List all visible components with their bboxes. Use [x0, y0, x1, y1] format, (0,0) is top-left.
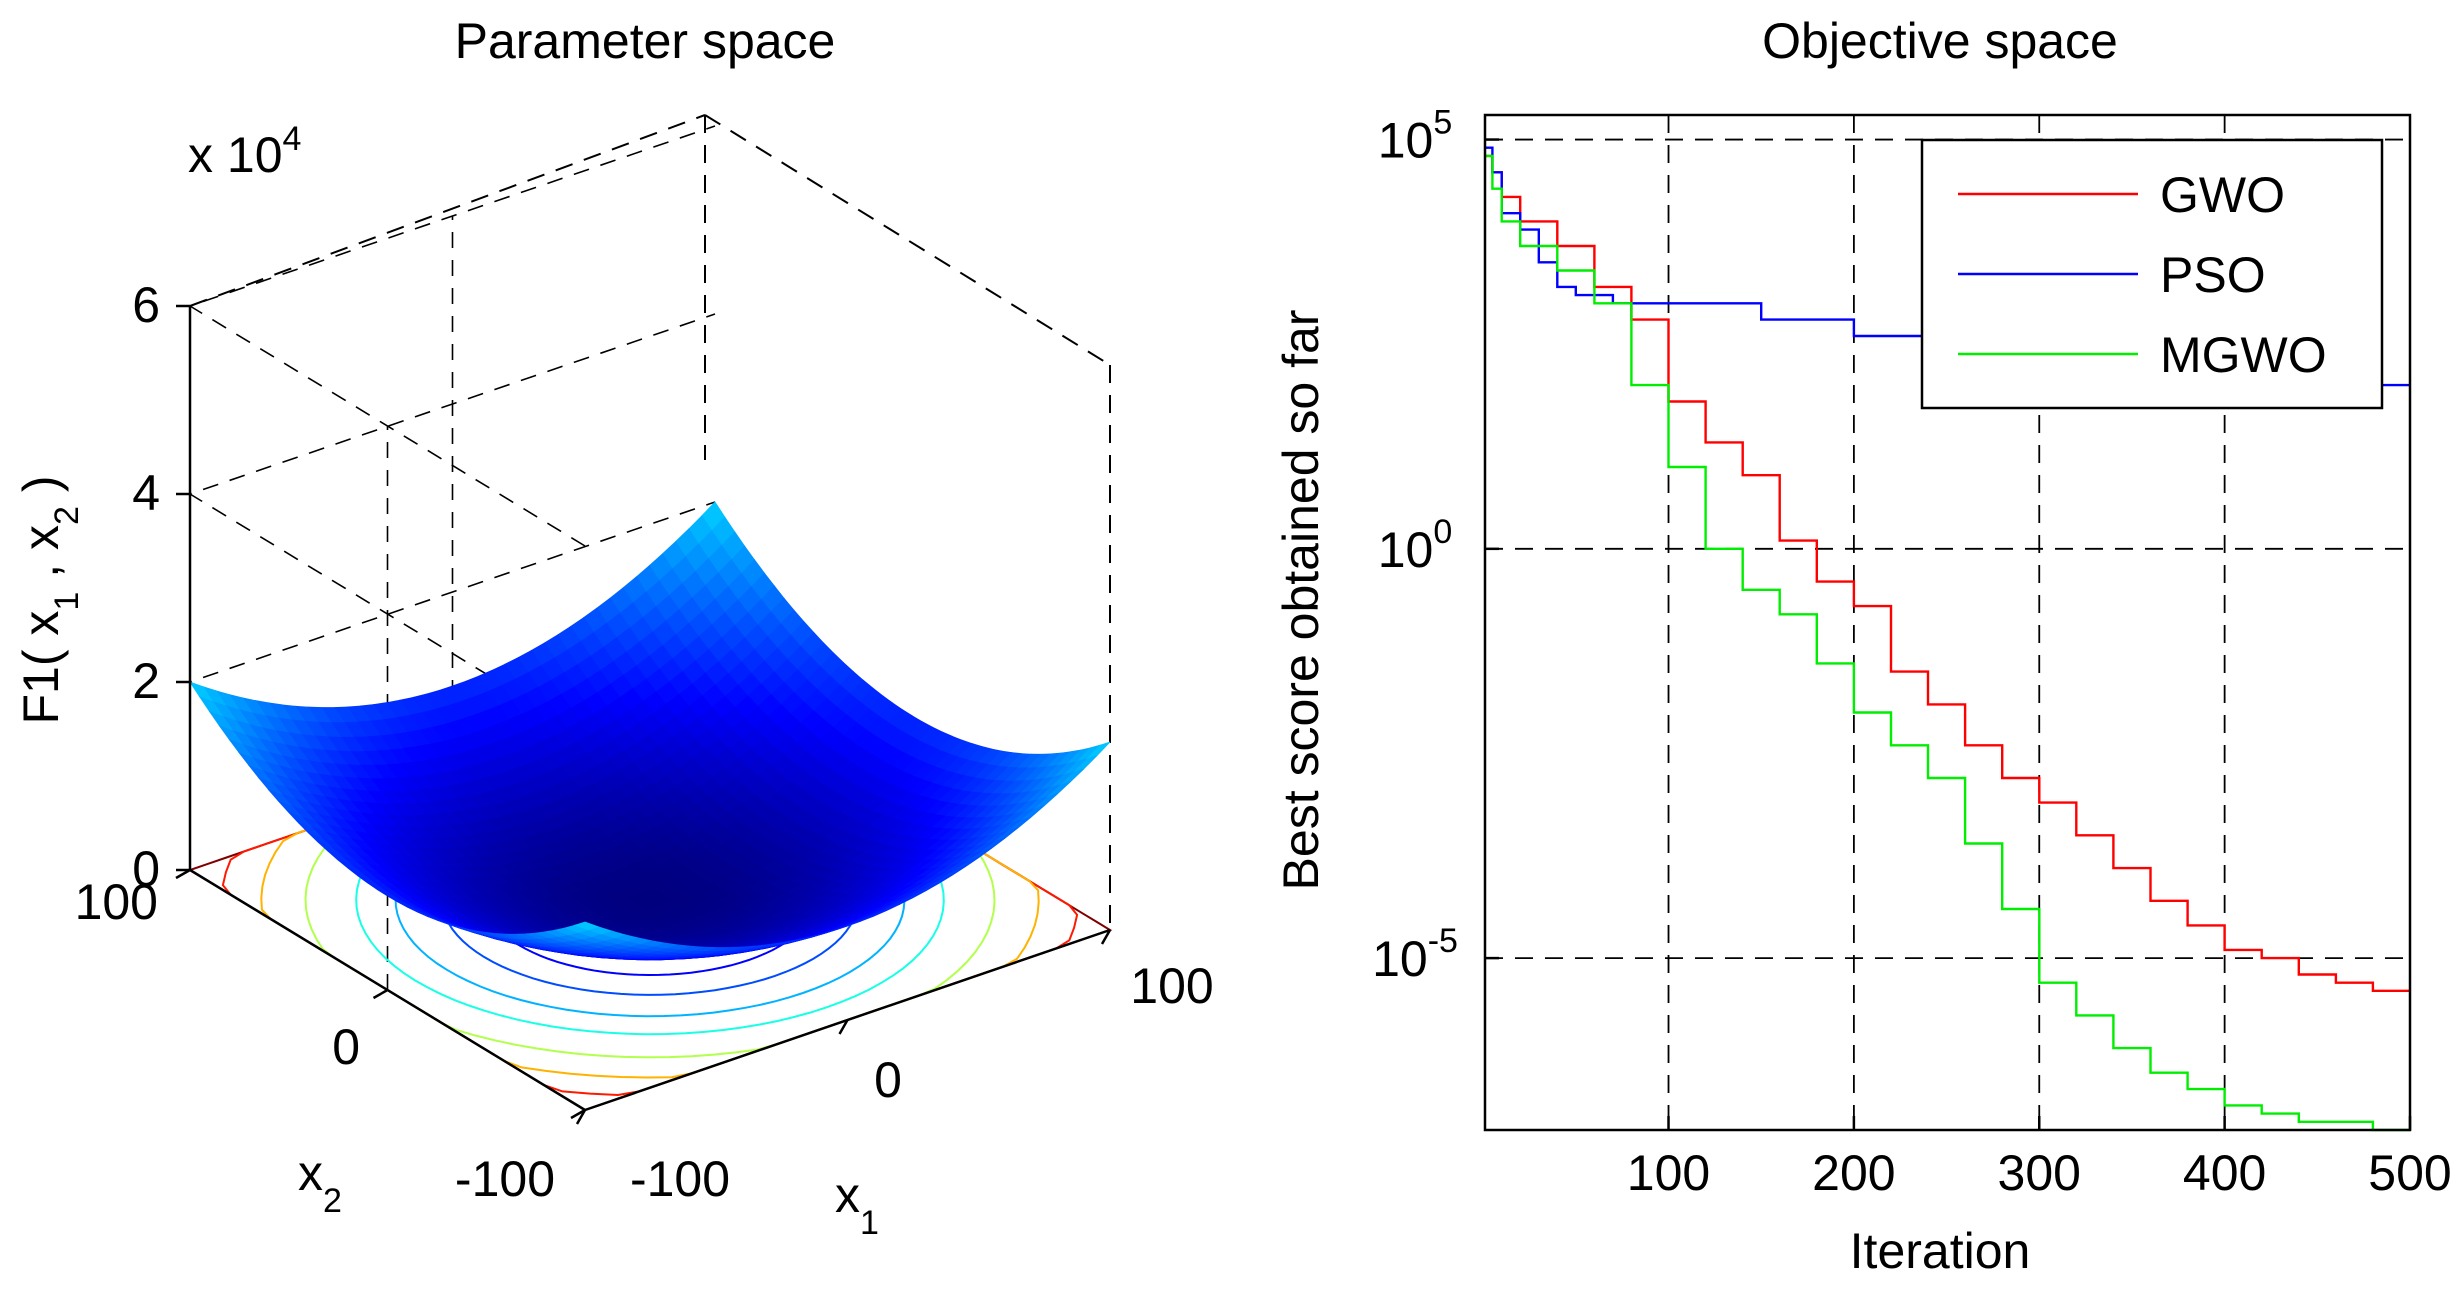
x1-tick-mark — [838, 1019, 849, 1035]
x2-label-base: x — [298, 1145, 323, 1201]
plot-frame — [1483, 113, 2412, 1132]
legend-label-gwo: GWO — [2160, 167, 2285, 223]
x1-tick-label: 100 — [1130, 958, 1213, 1014]
legend-label-pso: PSO — [2160, 247, 2266, 303]
x2-tick-label: -100 — [455, 1151, 555, 1207]
series-line-mgwo — [1485, 154, 2410, 1132]
z-multiplier-exponent: 4 — [283, 120, 302, 158]
z-multiplier: x 104 — [188, 120, 301, 183]
y-tick-label: 105 — [1378, 104, 1453, 169]
x-ticks: 100 200 300 400 500 — [1627, 1116, 2452, 1201]
z-multiplier-base: x 10 — [188, 127, 283, 183]
y-tick-base: 10 — [1378, 113, 1434, 169]
zlabel-c: ) — [13, 476, 69, 507]
z-tick-label: 6 — [132, 277, 160, 333]
right-title: Objective space — [1762, 13, 2118, 69]
x1-tick-label: -100 — [630, 1151, 730, 1207]
x2-label-sub: 2 — [323, 1182, 342, 1220]
x2-tick-label: 100 — [75, 874, 158, 930]
z-tick-label: 0 — [132, 841, 160, 897]
z-tick-label: 2 — [132, 653, 160, 709]
y-tick-exponent: -5 — [1428, 922, 1458, 960]
zlabel-a: F1( x — [13, 611, 69, 725]
x-tick-label: 300 — [1998, 1145, 2081, 1201]
ticks-3d — [175, 304, 1112, 1125]
y-tick-label: 10-5 — [1372, 922, 1458, 987]
x-tick-label: 500 — [2368, 1145, 2451, 1201]
x2-axis-label: x2 — [298, 1145, 342, 1220]
surface-mesh — [189, 501, 1111, 961]
x-tick-label: 100 — [1627, 1145, 1710, 1201]
legend-label-mgwo: MGWO — [2160, 327, 2327, 383]
x1-tick-mark — [575, 1109, 587, 1125]
y-tick-exponent: 0 — [1433, 513, 1452, 551]
x2-tick-mark — [570, 1108, 586, 1120]
x1-tick-label: 0 — [874, 1052, 902, 1108]
x-tick-label: 400 — [2183, 1145, 2266, 1201]
z-tick-label: 4 — [132, 465, 160, 521]
box-edge — [704, 114, 1111, 366]
box-edge — [189, 114, 706, 307]
y-tick-exponent: 5 — [1433, 104, 1452, 142]
x2-tick-mark — [175, 868, 191, 880]
objective-space-panel: Objective space 100 200 300 400 500 10510010… — [1273, 13, 2452, 1279]
zlabel-b: , x — [13, 525, 69, 592]
zlabel-sub1: 1 — [48, 592, 86, 611]
x1-tick-mark — [1100, 929, 1112, 945]
x-axis-label: Iteration — [1850, 1223, 2031, 1279]
x1-label-base: x — [835, 1167, 860, 1223]
legend: GWO PSO MGWO — [1920, 138, 2384, 410]
z-axis-label: F1( x1 , x2 ) — [13, 476, 86, 725]
surface-patch — [573, 921, 600, 931]
x2-tick-label: 0 — [332, 1019, 360, 1075]
y-tick-base: 10 — [1372, 931, 1428, 987]
x-tick-label: 200 — [1812, 1145, 1895, 1201]
parameter-space-panel: Parameter space 0 2 4 6 x 104 100 — [13, 13, 1214, 1242]
zlabel-sub2: 2 — [48, 506, 86, 525]
left-title: Parameter space — [455, 13, 836, 69]
x2-tick-mark — [372, 988, 389, 1000]
x1-label-sub: 1 — [860, 1204, 879, 1242]
x1-axis-label: x1 — [835, 1167, 879, 1242]
y-tick-label: 100 — [1378, 513, 1453, 578]
series-line-gwo — [1485, 154, 2410, 992]
y-axis-label: Best score obtained so far — [1273, 310, 1329, 891]
y-tick-base: 10 — [1378, 522, 1434, 578]
